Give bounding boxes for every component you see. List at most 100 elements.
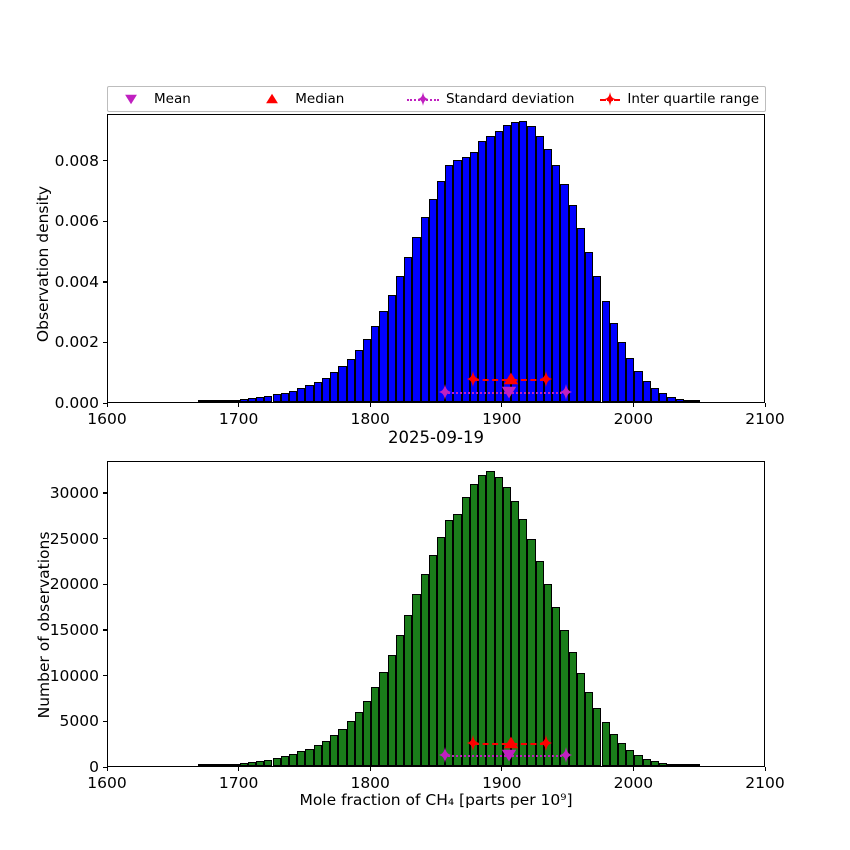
histogram-bar xyxy=(206,400,215,402)
x-tick-label: 1800 xyxy=(350,774,390,792)
histogram-bar xyxy=(404,615,413,766)
x-axis-label: Mole fraction of CH₄ [parts per 10⁹] xyxy=(299,791,573,809)
histogram-bar xyxy=(305,385,314,402)
histogram-bar xyxy=(502,487,512,766)
histogram-bar xyxy=(675,764,684,766)
x-tick-label: 1700 xyxy=(218,410,259,428)
x-tick-label: 2000 xyxy=(613,774,654,792)
histogram-bar xyxy=(313,382,322,402)
y-tick xyxy=(103,220,107,223)
histogram-bar xyxy=(198,400,207,402)
legend-entry-inter-quartile-range[interactable]: Inter quartile range xyxy=(599,87,759,111)
y-tick-label: 0.002 xyxy=(54,333,99,352)
y-tick xyxy=(103,341,107,344)
histogram-bar xyxy=(395,276,405,402)
x-tick-label: 1600 xyxy=(87,410,127,428)
histogram-bar xyxy=(659,763,668,766)
histogram-bar xyxy=(256,761,265,766)
histogram-bar xyxy=(420,574,429,766)
histogram-bar xyxy=(264,759,273,766)
histogram-bar xyxy=(330,735,339,766)
histogram-bar xyxy=(469,483,479,766)
histogram-bar xyxy=(428,198,437,402)
x-tick xyxy=(632,403,634,407)
sd-low-marker xyxy=(434,745,455,766)
histogram-bar xyxy=(206,764,215,766)
histogram-bar xyxy=(634,371,643,402)
histogram-bar xyxy=(494,477,503,766)
histogram-bar xyxy=(247,398,257,402)
histogram-bar xyxy=(691,400,701,402)
y-tick xyxy=(103,281,107,283)
y-tick-label: 30000 xyxy=(49,483,99,502)
histogram-bar xyxy=(214,764,224,766)
x-tick-label: 1700 xyxy=(218,774,259,792)
histogram-bar xyxy=(683,764,692,766)
iqr-low-marker xyxy=(462,733,483,754)
histogram-bar xyxy=(231,399,240,402)
histogram-bar xyxy=(404,256,413,402)
x-tick-label: 1900 xyxy=(482,410,522,428)
histogram-bar xyxy=(280,756,289,766)
x-tick-label: 2000 xyxy=(613,410,654,428)
histogram-bar xyxy=(371,687,380,766)
sd-high-marker xyxy=(556,381,577,402)
histogram-bar xyxy=(387,654,396,766)
legend-entry-median[interactable]: Median xyxy=(255,87,406,111)
y-tick-label: 0.006 xyxy=(54,212,99,231)
histogram-bar xyxy=(511,501,520,766)
histogram-bar xyxy=(617,742,627,766)
y-tick-label: 0.004 xyxy=(54,272,99,291)
histogram-bar xyxy=(535,561,544,766)
histogram-bar xyxy=(223,764,232,766)
histogram-bar xyxy=(321,740,331,766)
histogram-bar xyxy=(379,311,388,402)
histogram-bar xyxy=(683,400,692,402)
top-y-axis-label: Observation density xyxy=(34,185,52,343)
histogram-bar xyxy=(667,396,676,402)
histogram-bar xyxy=(214,400,224,402)
histogram-bar xyxy=(585,692,594,766)
y-tick-label: 20000 xyxy=(49,575,99,594)
legend-label: Standard deviation xyxy=(445,91,575,107)
histogram-bar xyxy=(486,135,495,402)
legend-entry-mean[interactable]: Mean xyxy=(114,87,255,111)
histogram-bar xyxy=(272,394,281,402)
histogram-bar xyxy=(527,126,536,402)
histogram-bar xyxy=(362,339,372,402)
histogram-bar xyxy=(330,372,339,402)
legend-entry-standard-deviation[interactable]: Standard deviation xyxy=(406,87,599,111)
x-tick xyxy=(501,767,503,771)
chart-legend: Mean Median Standard deviation Inter quarti… xyxy=(107,86,766,112)
histogram-bar xyxy=(576,228,586,402)
x-tick xyxy=(369,403,371,407)
standard-deviation-line xyxy=(444,391,566,394)
histogram-bar xyxy=(346,359,355,402)
histogram-bar xyxy=(486,470,495,766)
histogram-bar xyxy=(650,388,660,402)
histogram-bar xyxy=(601,722,610,766)
x-tick-label: 1600 xyxy=(87,774,127,792)
diamond-icon xyxy=(406,90,440,108)
histogram-bar xyxy=(239,763,248,766)
histogram-bar xyxy=(617,342,627,402)
x-tick-label: 1800 xyxy=(350,410,390,428)
x-tick xyxy=(764,767,766,771)
mean-marker xyxy=(498,381,520,402)
mean-marker xyxy=(498,744,520,766)
y-tick xyxy=(103,583,107,585)
x-tick-label: 2100 xyxy=(745,774,785,792)
histogram-bar xyxy=(650,761,660,766)
histogram-bar xyxy=(256,397,265,402)
y-tick xyxy=(103,675,107,677)
histogram-bar xyxy=(691,764,701,766)
histogram-bar xyxy=(412,237,421,402)
histogram-bar xyxy=(469,152,479,402)
histogram-bar xyxy=(519,519,528,766)
y-tick-label: 5000 xyxy=(59,712,99,731)
median-marker xyxy=(500,732,522,754)
histogram-bar xyxy=(354,349,363,402)
histogram-bar xyxy=(247,762,257,766)
histogram-bar xyxy=(379,671,388,766)
histogram-bar xyxy=(239,399,248,402)
